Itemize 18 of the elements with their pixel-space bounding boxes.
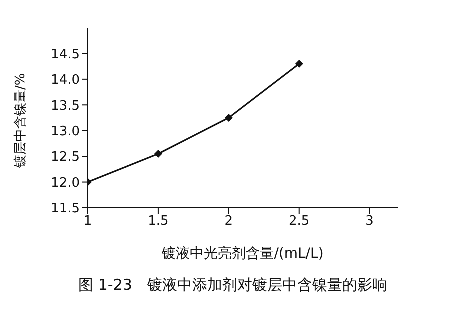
y-axis-title: 镀层中含镍量/% (14, 73, 29, 169)
y-tick-label: 11.5 (51, 202, 80, 217)
y-tick-label: 12.0 (51, 176, 80, 191)
x-tick-label: 3 (366, 214, 374, 230)
x-tick-label: 2.5 (289, 214, 310, 230)
point (154, 150, 162, 158)
point (224, 114, 233, 122)
x-tick-label: 1.5 (148, 214, 169, 230)
y-tick-label: 13.0 (51, 124, 80, 140)
x-tick-label: 1 (84, 214, 92, 230)
y-tick-label: 12.5 (51, 150, 80, 166)
caption: 图 1-23 镀液中添加剂对镀层中含镍量的影响 (78, 276, 388, 295)
x-axis-title: 镀液中光亮剂含量/(mL/L) (161, 246, 324, 262)
y-tick-label: 13.5 (51, 98, 80, 114)
x-tick-label: 2 (224, 214, 234, 230)
y-tick-label: 14.5 (51, 47, 80, 62)
point (295, 60, 304, 68)
y-tick-label: 14.0 (51, 73, 80, 88)
